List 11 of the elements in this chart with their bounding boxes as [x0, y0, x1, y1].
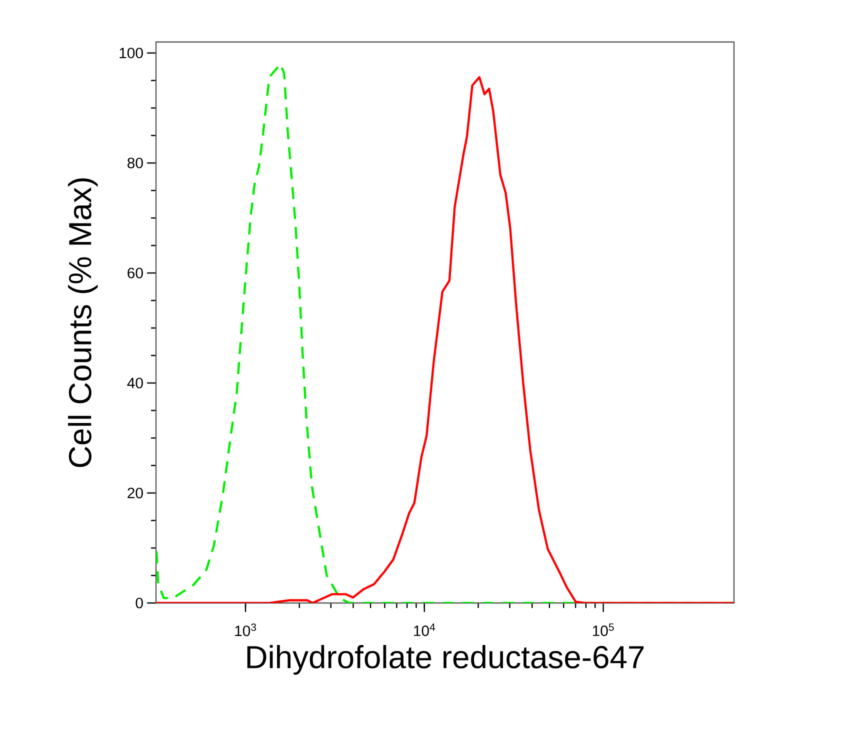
- y-tick-label: 100: [120, 48, 143, 58]
- y-tick-label: 40: [127, 378, 143, 388]
- x-tick-label: 10$^{5}$: [592, 624, 614, 636]
- y-tick-label: 60: [128, 268, 143, 278]
- x-tick-label: 10$^{4}$: [414, 624, 436, 636]
- y-tick-label: 80: [128, 158, 143, 168]
- y-tick-label: 0: [136, 598, 143, 608]
- x-tick-label: 10$^{3}$: [235, 624, 256, 636]
- y-tick-label: 20: [128, 488, 143, 498]
- y-axis-title: Cell Counts (% Max): [68, 178, 98, 468]
- x-axis-title: Dihydrofolate reductase-647: [247, 645, 644, 675]
